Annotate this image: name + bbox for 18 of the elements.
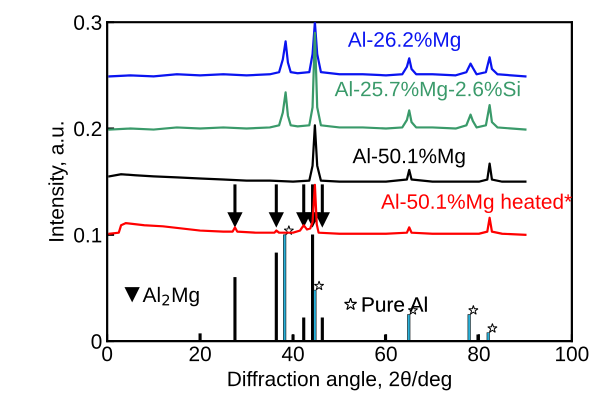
series-label: Al-25.7%Mg-2.6%Si [334, 81, 520, 100]
y-tick-label: 0 [92, 334, 102, 349]
line-series [108, 32, 527, 131]
y-axis-title: Intensity, a.u. [48, 122, 68, 241]
y-tick-label: 0.3 [74, 15, 102, 30]
x-tick-label: 80 [468, 346, 490, 362]
x-tick-label: 40 [282, 346, 304, 362]
series-label: Al-26.2%Mg [348, 32, 460, 52]
x-tick-label: 100 [556, 346, 588, 362]
x-tick-label: 0 [102, 346, 112, 362]
x-tick-label: 20 [190, 346, 211, 362]
x-axis-title: Diffraction angle, 2θ/deg [228, 370, 451, 390]
x-tick-label: 60 [375, 346, 397, 362]
y-tick-label: 0.2 [74, 122, 102, 136]
legend-label: Al$_{2}$Mg [142, 286, 199, 306]
line-series [108, 22, 527, 78]
series-label: Al-50.1%Mg [352, 148, 465, 168]
y-tick-label: 0.1 [74, 228, 102, 243]
